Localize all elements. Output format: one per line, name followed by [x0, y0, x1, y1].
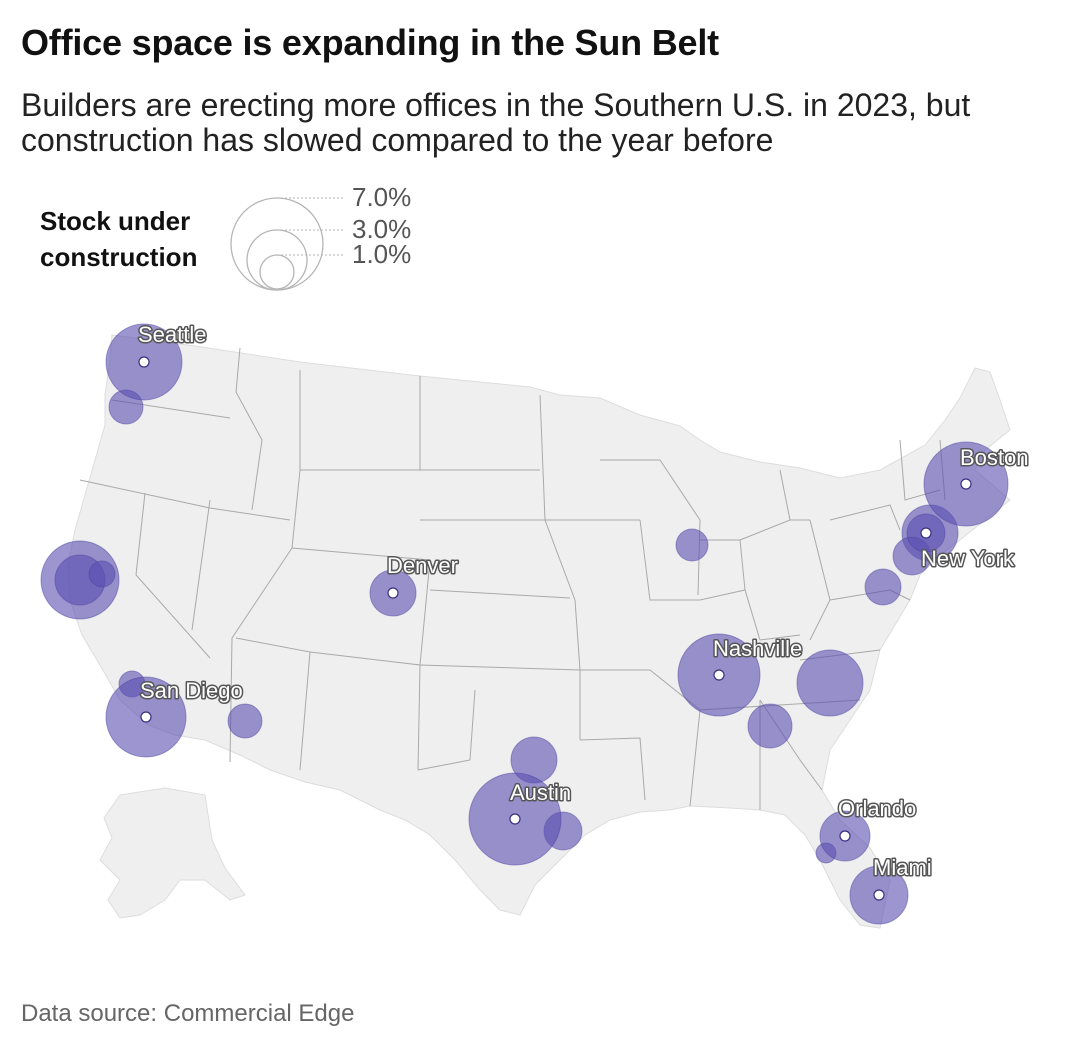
legend-title-line2: construction	[40, 242, 198, 272]
orlando-label: Orlando	[838, 796, 916, 821]
orlando-marker	[839, 830, 851, 842]
legend-value-1: 1.0%	[352, 239, 411, 269]
chart-subtitle: Builders are erecting more offices in th…	[21, 87, 971, 158]
miami-marker	[873, 889, 885, 901]
alaska-land	[99, 787, 246, 919]
legend-title: Stock under construction	[40, 203, 197, 275]
city-markers	[138, 356, 972, 901]
legend-value-3: 3.0%	[352, 214, 411, 244]
austin-marker	[509, 813, 521, 825]
data-source: Data source: Commercial Edge	[21, 1000, 355, 1027]
legend-circle-1	[259, 254, 295, 290]
market-bubble	[227, 703, 263, 739]
austin-label: Austin	[510, 780, 571, 805]
market-bubble	[675, 528, 709, 562]
chart-title: Office space is expanding in the Sun Bel…	[21, 22, 719, 63]
state-borders	[79, 347, 946, 810]
size-legend: 7.0% 3.0% 1.0%	[230, 182, 411, 291]
miami-label: Miami	[873, 855, 932, 880]
seattle-label: Seattle	[138, 322, 207, 347]
new-york-label: New York	[921, 546, 1015, 571]
market-bubble	[864, 568, 902, 606]
legend-title-line1: Stock under	[40, 206, 191, 236]
boston-marker	[960, 478, 972, 490]
market-bubble	[796, 649, 864, 717]
denver-label: Denver	[387, 553, 458, 578]
new-york-marker	[920, 527, 932, 539]
san-diego-label: San Diego	[140, 678, 243, 703]
nashville-marker	[713, 669, 725, 681]
seattle-marker	[138, 356, 150, 368]
legend-circle-7	[230, 197, 324, 291]
city-labels: Seattle Boston New York Denver San Diego…	[137, 321, 1031, 882]
market-bubble	[747, 703, 793, 749]
market-bubble	[88, 560, 116, 588]
legend-circle-3	[246, 229, 308, 291]
san-diego-marker	[140, 711, 152, 723]
nashville-label: Nashville	[713, 636, 802, 661]
boston-label: Boston	[960, 445, 1029, 470]
legend-value-7: 7.0%	[352, 182, 411, 212]
denver-marker	[387, 587, 399, 599]
